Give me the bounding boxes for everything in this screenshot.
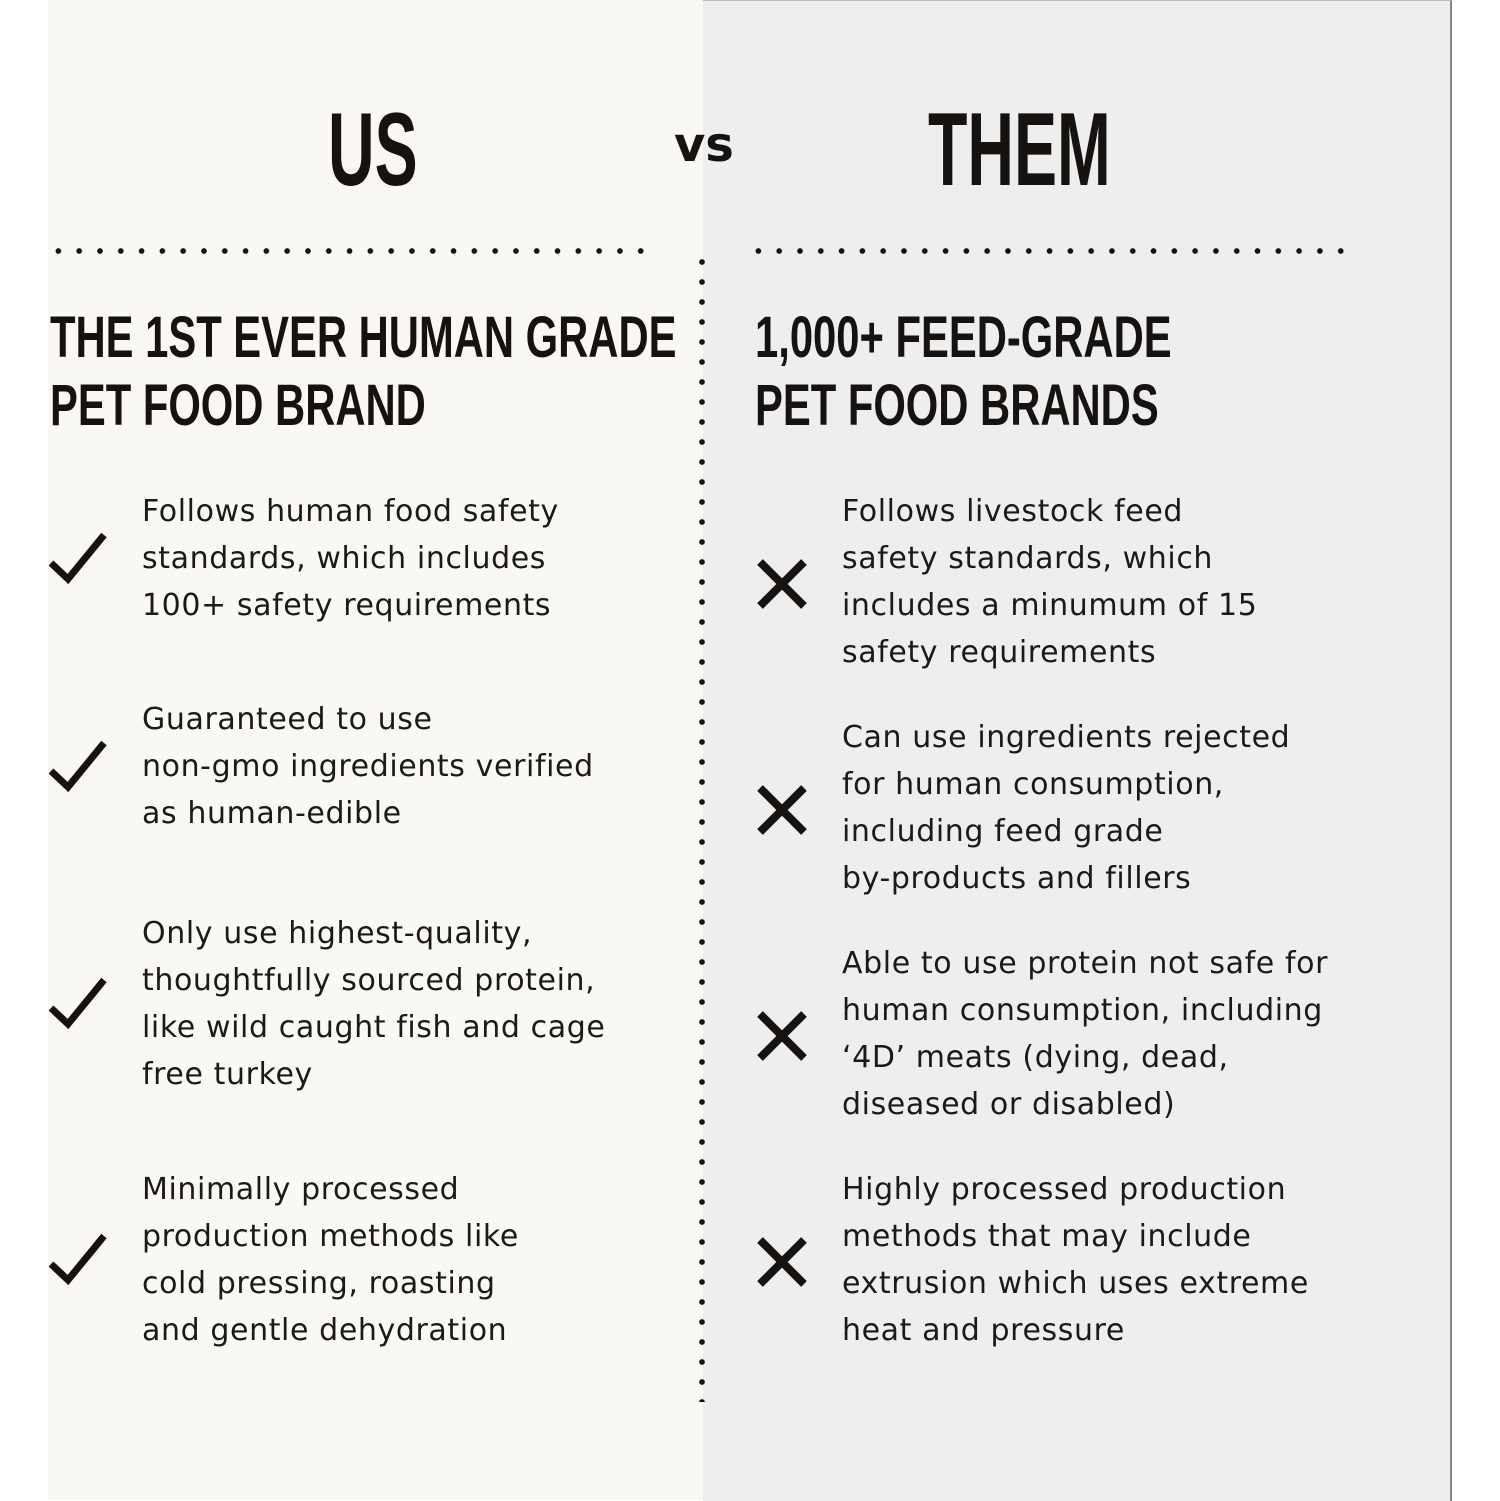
them-title: THEM (928, 92, 1111, 208)
us-headline-line: PET FOOD BRAND (50, 373, 426, 438)
us-list-item: Follows human food safety standards, whi… (142, 488, 559, 629)
them-item-text: Can use ingredients rejected for human c… (842, 720, 1291, 896)
us-list-item: Minimally processed production methods l… (142, 1166, 519, 1354)
them-headline-line: 1,000+ FEED-GRADE (755, 305, 1172, 370)
check-icon (48, 531, 108, 591)
them-headline: 1,000+ FEED-GRADE PET FOOD BRANDS (755, 304, 1172, 440)
them-list-item: Can use ingredients rejected for human c… (842, 714, 1290, 902)
them-headline-line: PET FOOD BRANDS (755, 373, 1159, 438)
check-icon (48, 739, 108, 799)
them-item-text: Follows livestock feed safety standards,… (842, 494, 1258, 670)
us-headline-line: THE 1ST EVER HUMAN GRADE (50, 305, 677, 370)
us-item-text: Guaranteed to use non-gmo ingredients ve… (142, 702, 594, 831)
check-icon (48, 1232, 108, 1292)
us-title: US (328, 92, 418, 208)
us-item-text: Follows human food safety standards, whi… (142, 494, 559, 623)
them-item-text: Highly processed production methods that… (842, 1172, 1309, 1348)
left-dotted-divider (48, 248, 656, 254)
center-dotted-divider (699, 252, 705, 1402)
vs-label: vs (674, 117, 734, 173)
x-icon (752, 1006, 812, 1066)
them-list-item: Able to use protein not safe for human c… (842, 940, 1328, 1128)
us-item-text: Minimally processed production methods l… (142, 1172, 519, 1348)
them-list-item: Follows livestock feed safety standards,… (842, 488, 1257, 676)
us-headline: THE 1ST EVER HUMAN GRADE PET FOOD BRAND (50, 304, 676, 440)
them-item-text: Able to use protein not safe for human c… (842, 946, 1329, 1122)
us-list-item: Only use highest-quality, thoughtfully s… (142, 910, 605, 1098)
x-icon (752, 1232, 812, 1292)
us-item-text: Only use highest-quality, thoughtfully s… (142, 916, 606, 1092)
them-list-item: Highly processed production methods that… (842, 1166, 1309, 1354)
right-dotted-divider (748, 248, 1356, 254)
check-icon (48, 976, 108, 1036)
x-icon (752, 554, 812, 614)
x-icon (752, 780, 812, 840)
us-list-item: Guaranteed to use non-gmo ingredients ve… (142, 696, 594, 837)
